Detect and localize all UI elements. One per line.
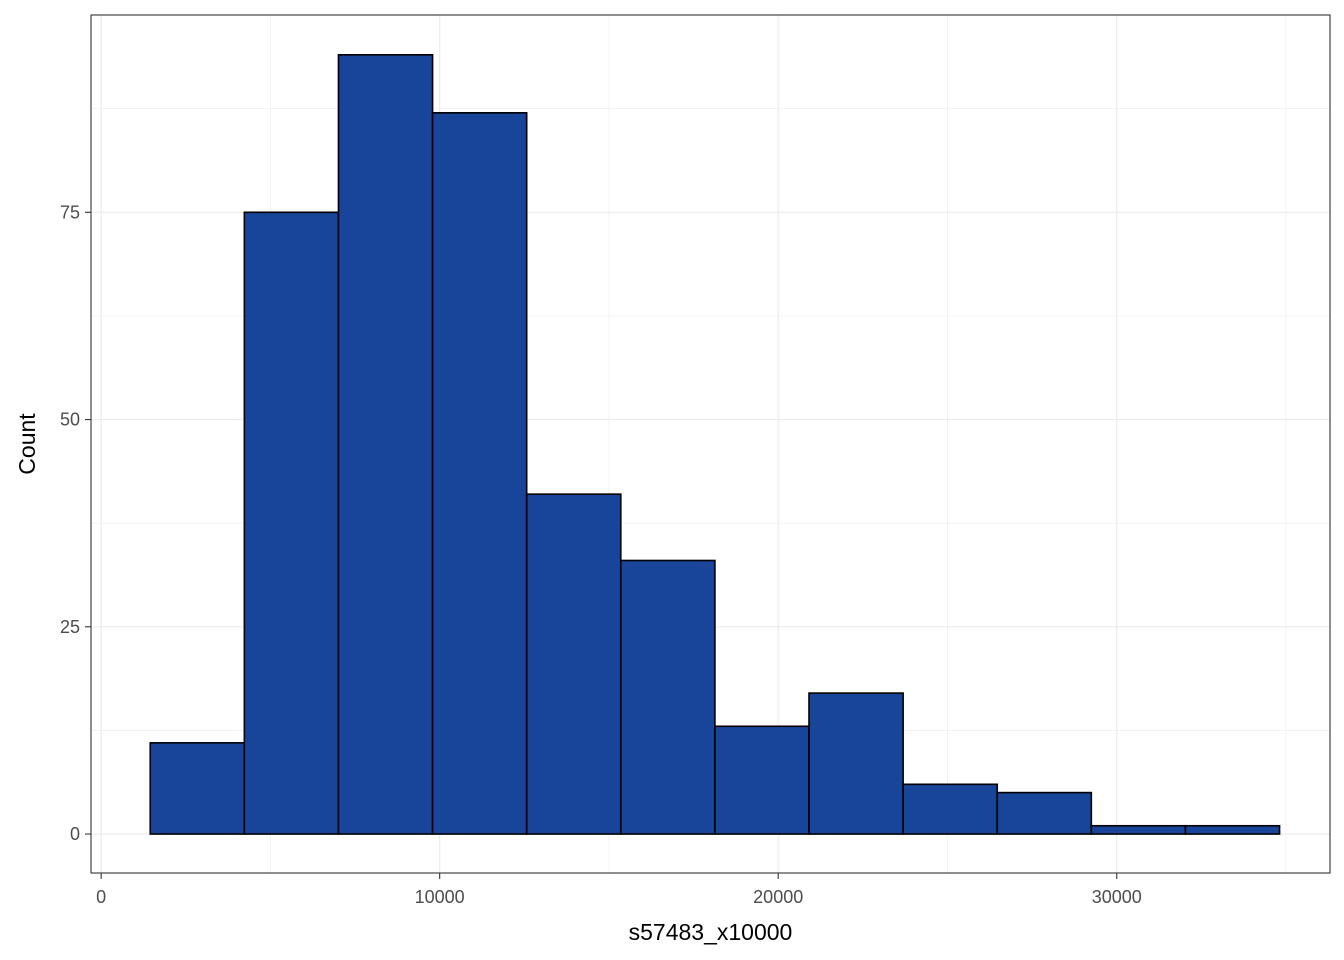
histogram-bar — [808, 692, 904, 835]
y-tick-label: 75 — [60, 202, 80, 222]
histogram-bar — [902, 783, 999, 835]
y-tick-label: 0 — [70, 824, 80, 844]
histogram-bar — [714, 725, 810, 835]
panel-border — [90, 14, 1331, 874]
histogram-bar — [243, 211, 340, 835]
axis-ticks: 0 10000 20000 30000 0 25 50 75 — [60, 202, 1142, 907]
histogram-bar — [1090, 824, 1187, 835]
y-axis-title: Count — [14, 413, 40, 475]
histogram-bar — [996, 791, 1093, 835]
x-tick-label: 30000 — [1092, 887, 1142, 907]
x-tick-label: 10000 — [415, 887, 465, 907]
histogram-bar — [525, 493, 622, 835]
histogram-bar — [619, 559, 716, 835]
histogram-bar — [337, 53, 434, 835]
x-tick-label: 20000 — [753, 887, 803, 907]
y-tick-label: 25 — [60, 617, 80, 637]
y-tick-label: 50 — [60, 410, 80, 430]
x-tick-label: 0 — [96, 887, 106, 907]
x-axis-title: s57483_x10000 — [629, 919, 793, 945]
histogram-bar — [431, 112, 528, 835]
bars — [149, 53, 1281, 835]
histogram-bar — [1184, 824, 1281, 835]
histogram-bar — [149, 742, 246, 835]
